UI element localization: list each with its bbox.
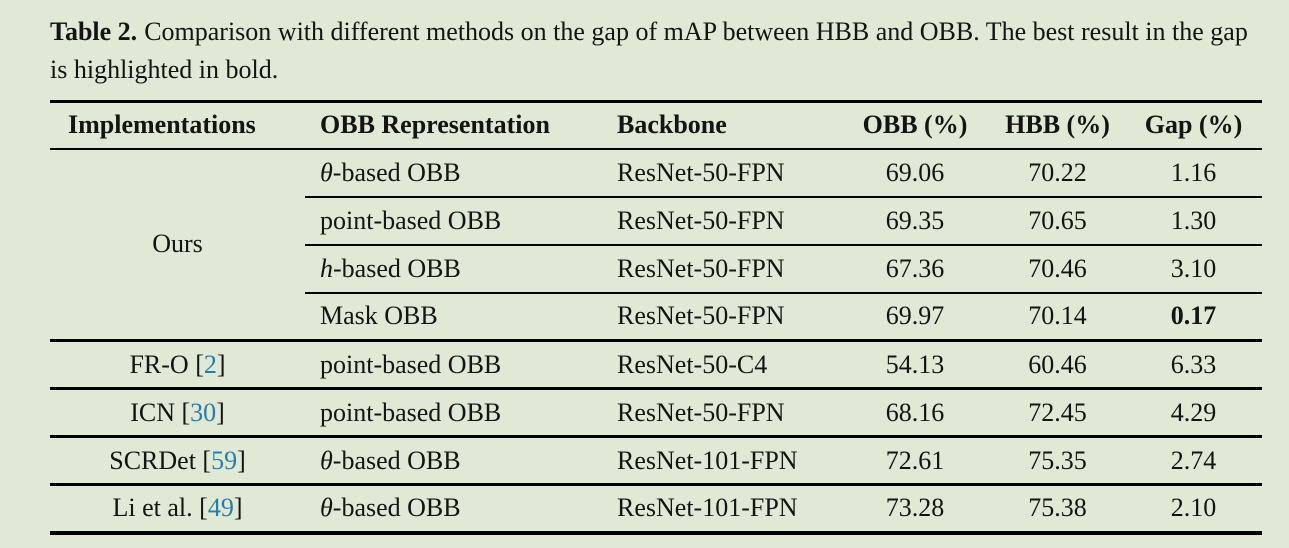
table-caption-text: Comparison with different methods on the… bbox=[50, 17, 1248, 84]
backbone-cell: ResNet-50-FPN bbox=[602, 244, 840, 294]
representation-text: Mask OBB bbox=[320, 301, 438, 331]
representation-symbol: θ bbox=[320, 493, 333, 523]
table-row: h-based OBB ResNet-50-FPN 67.36 70.46 3.… bbox=[50, 244, 1262, 294]
obb-representation-cell: point-based OBB bbox=[305, 196, 602, 246]
backbone-cell: ResNet-50-FPN bbox=[602, 148, 840, 198]
obb-value-cell: 67.36 bbox=[840, 244, 990, 294]
gap-value-cell: 2.74 bbox=[1125, 436, 1262, 486]
citation-link[interactable]: 2 bbox=[203, 349, 217, 379]
obb-value-cell: 69.35 bbox=[840, 196, 990, 246]
hbb-value-cell: 70.46 bbox=[990, 244, 1125, 294]
hbb-value-cell: 72.45 bbox=[990, 388, 1125, 438]
representation-symbol: h bbox=[320, 253, 333, 283]
citation-bracket: ] bbox=[216, 397, 225, 427]
comparison-table: Implementations OBB Representation Backb… bbox=[50, 100, 1262, 535]
header-obb-representation: OBB Representation bbox=[305, 101, 602, 150]
backbone-cell: ResNet-101-FPN bbox=[617, 493, 798, 523]
citation-bracket: ] bbox=[233, 493, 243, 523]
gap-value-cell: 1.30 bbox=[1125, 196, 1262, 246]
implementation-name: ICN [ bbox=[130, 397, 191, 427]
table-caption-label: Table 2. bbox=[50, 17, 138, 46]
obb-value-cell: 73.28 bbox=[885, 493, 945, 523]
representation-text: -based OBB bbox=[333, 253, 461, 283]
implementation-cell: Ours bbox=[50, 148, 305, 342]
table-row: FR-O [2] point-based OBB ResNet-50-C4 54… bbox=[50, 340, 1262, 390]
obb-representation-cell: θ-based OBB bbox=[305, 436, 602, 486]
header-obb-percent: OBB (%) bbox=[840, 101, 990, 150]
table-row: Li et al. [49] θ-based OBB ResNet-101-FP… bbox=[50, 485, 1262, 533]
hbb-value-cell: 75.35 bbox=[990, 436, 1125, 486]
obb-representation-cell: point-based OBB bbox=[305, 340, 602, 390]
obb-representation-cell: point-based OBB bbox=[305, 388, 602, 438]
obb-representation-cell: Mask OBB bbox=[305, 292, 602, 342]
citation-link[interactable]: 59 bbox=[211, 445, 238, 475]
citation-bracket: ] bbox=[216, 349, 226, 379]
hbb-value-cell: 60.46 bbox=[990, 340, 1125, 390]
gap-value-cell: 1.16 bbox=[1125, 148, 1262, 198]
implementation-cell: Li et al. [49] bbox=[50, 485, 305, 533]
implementation-cell: FR-O [2] bbox=[50, 340, 305, 390]
obb-representation-cell: h-based OBB bbox=[305, 244, 602, 294]
representation-text: -based OBB bbox=[332, 157, 461, 187]
citation-link[interactable]: 49 bbox=[207, 493, 234, 523]
table-row: Mask OBB ResNet-50-FPN 69.97 70.14 0.17 bbox=[50, 292, 1262, 342]
representation-symbol: θ bbox=[320, 445, 333, 475]
table-row: ICN [30] point-based OBB ResNet-50-FPN 6… bbox=[50, 388, 1262, 438]
representation-text: point-based OBB bbox=[320, 205, 502, 235]
backbone-cell: ResNet-50-C4 bbox=[602, 340, 840, 390]
header-hbb-percent: HBB (%) bbox=[990, 101, 1125, 150]
header-backbone: Backbone bbox=[602, 101, 840, 150]
hbb-value-cell: 70.14 bbox=[990, 292, 1125, 342]
implementation-name: Ours bbox=[152, 229, 203, 259]
obb-value-cell: 69.06 bbox=[840, 148, 990, 198]
obb-value-cell: 69.97 bbox=[840, 292, 990, 342]
implementation-cell: SCRDet [59] bbox=[50, 436, 305, 486]
citation-bracket: ] bbox=[237, 445, 246, 475]
table-header-row: Implementations OBB Representation Backb… bbox=[50, 101, 1262, 150]
backbone-cell: ResNet-101-FPN bbox=[602, 436, 840, 486]
hbb-value-cell: 70.22 bbox=[990, 148, 1125, 198]
representation-text: -based OBB bbox=[332, 493, 461, 523]
table-caption: Table 2. Comparison with different method… bbox=[50, 13, 1255, 89]
gap-value-cell: 2.10 bbox=[1170, 493, 1217, 523]
implementation-cell: ICN [30] bbox=[50, 388, 305, 438]
implementation-name: FR-O [ bbox=[129, 349, 204, 379]
backbone-cell: ResNet-50-FPN bbox=[602, 196, 840, 246]
obb-representation-cell: θ-based OBB bbox=[305, 485, 602, 533]
obb-value-cell: 68.16 bbox=[840, 388, 990, 438]
hbb-value-cell: 75.38 bbox=[1028, 493, 1087, 523]
table-row: Ours θ-based OBB ResNet-50-FPN 69.06 70.… bbox=[50, 148, 1262, 342]
gap-value-cell: 0.17 bbox=[1125, 292, 1262, 342]
implementation-name: SCRDet [ bbox=[109, 445, 212, 475]
header-gap-percent: Gap (%) bbox=[1125, 101, 1262, 150]
table-row: SCRDet [59] θ-based OBB ResNet-101-FPN 7… bbox=[50, 436, 1262, 486]
representation-text: point-based OBB bbox=[320, 349, 502, 379]
representation-text: point-based OBB bbox=[320, 397, 502, 427]
gap-value-cell: 3.10 bbox=[1125, 244, 1262, 294]
hbb-value-cell: 70.65 bbox=[990, 196, 1125, 246]
gap-value-cell: 6.33 bbox=[1125, 340, 1262, 390]
obb-value-cell: 54.13 bbox=[840, 340, 990, 390]
implementation-name: Li et al. [ bbox=[112, 493, 208, 523]
obb-value-cell: 72.61 bbox=[840, 436, 990, 486]
table-row: point-based OBB ResNet-50-FPN 69.35 70.6… bbox=[50, 196, 1262, 246]
header-implementations: Implementations bbox=[50, 101, 305, 150]
backbone-cell: ResNet-50-FPN bbox=[602, 388, 840, 438]
obb-representation-cell: θ-based OBB bbox=[305, 148, 602, 198]
citation-link[interactable]: 30 bbox=[190, 397, 217, 427]
representation-symbol: θ bbox=[320, 157, 333, 187]
paper-page: Table 2. Comparison with different method… bbox=[0, 13, 1289, 548]
gap-value-cell: 4.29 bbox=[1125, 388, 1262, 438]
representation-text: -based OBB bbox=[332, 445, 461, 475]
backbone-cell: ResNet-50-FPN bbox=[602, 292, 840, 342]
